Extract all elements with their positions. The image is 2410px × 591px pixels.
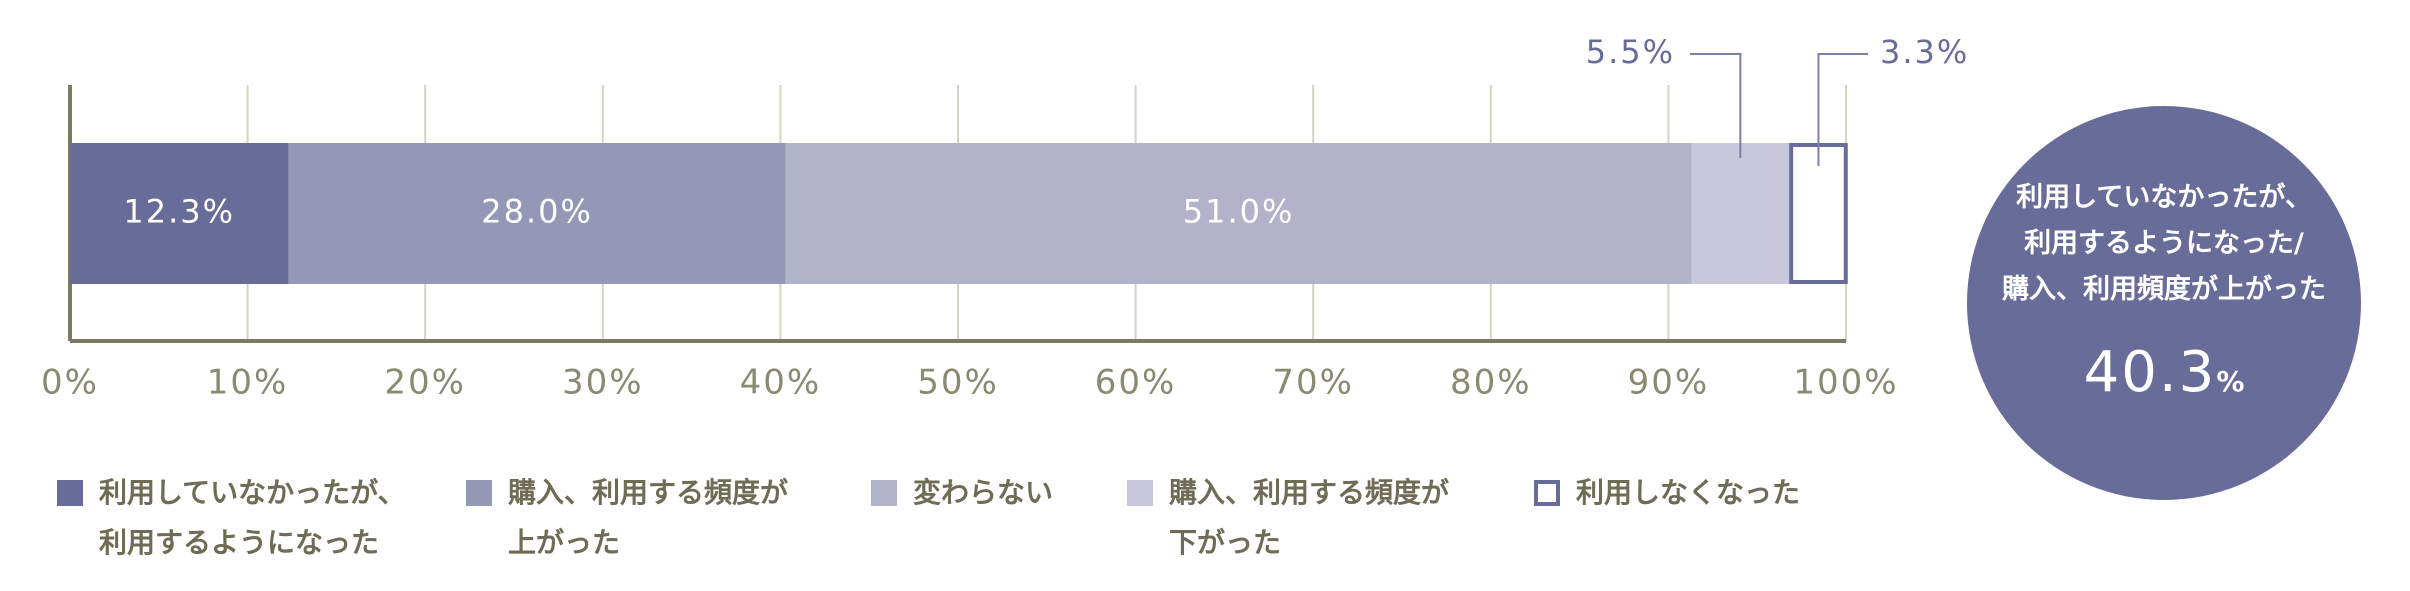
bar-segment <box>70 143 289 284</box>
summary-value-wrap: 40.3% <box>1967 340 2361 405</box>
data-label: 12.3% <box>123 193 235 231</box>
legend-label: 利用していなかったが、 利用するようになった <box>99 476 406 559</box>
legend-swatch <box>871 480 897 506</box>
data-label: 51.0% <box>1183 193 1295 231</box>
legend-label: 購入、利用する頻度が 下がった <box>1169 476 1450 559</box>
x-tick-label: 100% <box>1793 363 1898 403</box>
summary-circle <box>1967 106 2361 500</box>
legend-label: 購入、利用する頻度が 上がった <box>508 476 789 559</box>
x-tick-label: 40% <box>740 363 822 403</box>
x-tick-label: 70% <box>1272 363 1354 403</box>
legend-swatch <box>1127 480 1153 506</box>
x-tick-label: 0% <box>41 363 99 403</box>
leader-line <box>1690 53 1742 158</box>
bar-segment <box>785 143 1692 284</box>
legend-label: 変わらない <box>913 476 1054 509</box>
data-label: 28.0% <box>481 193 593 231</box>
legend-swatch <box>57 480 83 506</box>
x-tick-label: 80% <box>1450 363 1532 403</box>
summary-value: 40.3 <box>2083 340 2217 405</box>
data-label: 3.3% <box>1880 33 1969 71</box>
legend-label: 利用しなくなった <box>1576 476 1801 509</box>
leader-line <box>1817 53 1868 166</box>
legend-swatch <box>466 480 492 506</box>
summary-label: 利用していなかったが、 利用するようになった/ 購入、利用頻度が上がった <box>2002 182 2326 305</box>
x-tick-label: 20% <box>384 363 466 403</box>
x-tick-label: 30% <box>562 363 644 403</box>
x-tick-label: 10% <box>207 363 289 403</box>
bar-segment <box>1789 143 1848 284</box>
x-tick-label: 60% <box>1095 363 1177 403</box>
summary-unit: % <box>2216 365 2245 398</box>
legend-swatch <box>1534 480 1560 506</box>
x-tick-label: 50% <box>917 363 999 403</box>
x-tick-label: 90% <box>1628 363 1710 403</box>
bar-segment <box>288 143 786 284</box>
bar-segment <box>1691 143 1790 284</box>
data-label: 5.5% <box>1586 33 1675 71</box>
